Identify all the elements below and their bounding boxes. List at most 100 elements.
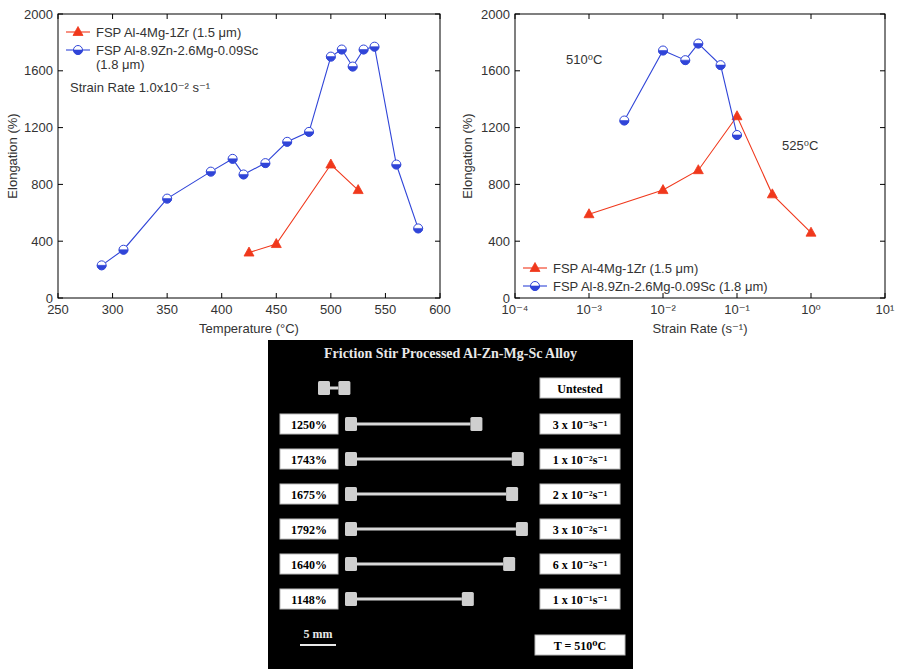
triangle-marker bbox=[767, 189, 777, 198]
x-tick-top bbox=[589, 14, 590, 19]
circle-marker-half bbox=[261, 163, 270, 168]
figure: 2503003504004505005506000400800120016002… bbox=[0, 0, 900, 671]
triangle-marker bbox=[326, 159, 336, 168]
x-tick bbox=[885, 293, 886, 298]
elongation-label: 1148% bbox=[291, 593, 326, 607]
tested-specimen bbox=[345, 452, 524, 466]
y-tick-right bbox=[435, 14, 440, 15]
specimen-gauge bbox=[357, 563, 503, 566]
data-point bbox=[206, 167, 215, 176]
circle-marker-half bbox=[305, 132, 314, 137]
data-point bbox=[244, 247, 254, 256]
triangle-marker bbox=[806, 227, 816, 236]
x-tick-label: 10⁻² bbox=[650, 302, 676, 317]
circle-marker bbox=[733, 130, 742, 139]
x-tick bbox=[515, 293, 516, 298]
x-tick-label: 400 bbox=[211, 302, 233, 317]
x-tick-top bbox=[112, 14, 113, 19]
specimen-gauge bbox=[357, 423, 470, 426]
data-point bbox=[414, 224, 423, 233]
data-point bbox=[767, 189, 777, 198]
strain-rate-label-box bbox=[540, 554, 620, 574]
text-line: FSP Al-4Mg-1Zr (1.5 μm) bbox=[96, 25, 241, 40]
circle-marker bbox=[206, 167, 215, 176]
circle-marker bbox=[414, 224, 423, 233]
specimen-gauge bbox=[357, 458, 512, 461]
strain-rate-label-box bbox=[540, 519, 620, 539]
y-tick-label: 1600 bbox=[24, 63, 53, 78]
x-tick bbox=[221, 293, 222, 298]
y-tick bbox=[58, 70, 63, 71]
x-tick bbox=[112, 293, 113, 298]
legend-label: FSP Al-4Mg-1Zr (1.5 μm) bbox=[553, 261, 698, 276]
scale-bar-label: 5 mm bbox=[304, 627, 333, 641]
circle-marker bbox=[163, 194, 172, 203]
y-tick bbox=[58, 184, 63, 185]
specimen-grip bbox=[345, 557, 357, 571]
x-tick-top bbox=[663, 14, 664, 19]
y-tick-label: 1200 bbox=[24, 120, 53, 135]
specimen-grip bbox=[462, 592, 474, 606]
elongation-label-box bbox=[280, 589, 338, 609]
x-tick-label: 600 bbox=[429, 302, 451, 317]
series-line bbox=[249, 165, 358, 253]
y-tick-right bbox=[435, 241, 440, 242]
y-tick bbox=[515, 70, 520, 71]
y-tick bbox=[515, 184, 520, 185]
circle-marker bbox=[370, 42, 379, 51]
circle-marker-half bbox=[414, 228, 423, 233]
triangle-marker bbox=[693, 165, 703, 174]
elongation-label: 1792% bbox=[291, 523, 327, 537]
untested-specimen bbox=[318, 381, 350, 395]
elongation-label-box bbox=[280, 519, 338, 539]
x-tick bbox=[663, 293, 664, 298]
triangle-marker bbox=[658, 185, 668, 194]
legend-label: FSP Al-8.9Zn-2.6Mg-0.09Sc(1.8 μm) bbox=[96, 43, 259, 72]
y-tick-right bbox=[880, 184, 885, 185]
x-tick-top bbox=[385, 14, 386, 19]
circle-marker-half bbox=[716, 65, 725, 70]
y-tick bbox=[515, 14, 520, 15]
annotation: Strain Rate 1.0x10⁻² s⁻¹ bbox=[70, 80, 211, 95]
circle-marker bbox=[659, 46, 668, 55]
tested-specimen bbox=[345, 522, 528, 536]
strain-rate-label-box bbox=[540, 589, 620, 609]
circle-marker-half bbox=[239, 174, 248, 179]
elongation-label-box bbox=[280, 449, 338, 469]
circle-marker bbox=[326, 52, 335, 61]
data-point bbox=[584, 209, 594, 218]
circle-marker bbox=[531, 282, 540, 291]
x-tick bbox=[276, 293, 277, 298]
circle-marker-half bbox=[283, 142, 292, 147]
strain-rate-label: 2 x 10⁻²s⁻¹ bbox=[553, 488, 608, 502]
y-tick bbox=[515, 241, 520, 242]
y-tick bbox=[58, 241, 63, 242]
x-tick-label: 10⁻¹ bbox=[724, 302, 750, 317]
x-tick-top bbox=[440, 14, 441, 19]
strain-rate-label: 1 x 10⁻¹s⁻¹ bbox=[553, 593, 608, 607]
circle-marker-half bbox=[348, 67, 357, 72]
data-point bbox=[239, 170, 248, 179]
legend-label: FSP Al-8.9Zn-2.6Mg-0.09Sc (1.8 μm) bbox=[553, 279, 768, 294]
elongation-label-box bbox=[280, 414, 338, 434]
circle-marker-half bbox=[97, 265, 106, 270]
circle-marker bbox=[681, 56, 690, 65]
triangle-marker bbox=[73, 27, 83, 36]
x-tick-top bbox=[885, 14, 886, 19]
y-tick bbox=[58, 14, 63, 15]
circle-marker-half bbox=[392, 165, 401, 170]
x-tick-label: 500 bbox=[320, 302, 342, 317]
plot-frame bbox=[515, 14, 885, 298]
elongation-label-box bbox=[280, 484, 338, 504]
circle-marker-half bbox=[681, 60, 690, 65]
y-tick-right bbox=[435, 184, 440, 185]
circle-marker-half bbox=[337, 50, 346, 55]
strain-rate-label: 1 x 10⁻²s⁻¹ bbox=[553, 453, 608, 467]
circle-marker-half bbox=[659, 50, 668, 55]
x-tick-label: 10⁻³ bbox=[576, 302, 602, 317]
y-tick-right bbox=[880, 70, 885, 71]
tested-specimen bbox=[345, 557, 515, 571]
tested-specimen bbox=[345, 592, 474, 606]
data-point bbox=[716, 61, 725, 70]
elongation-label: 1743% bbox=[291, 453, 327, 467]
